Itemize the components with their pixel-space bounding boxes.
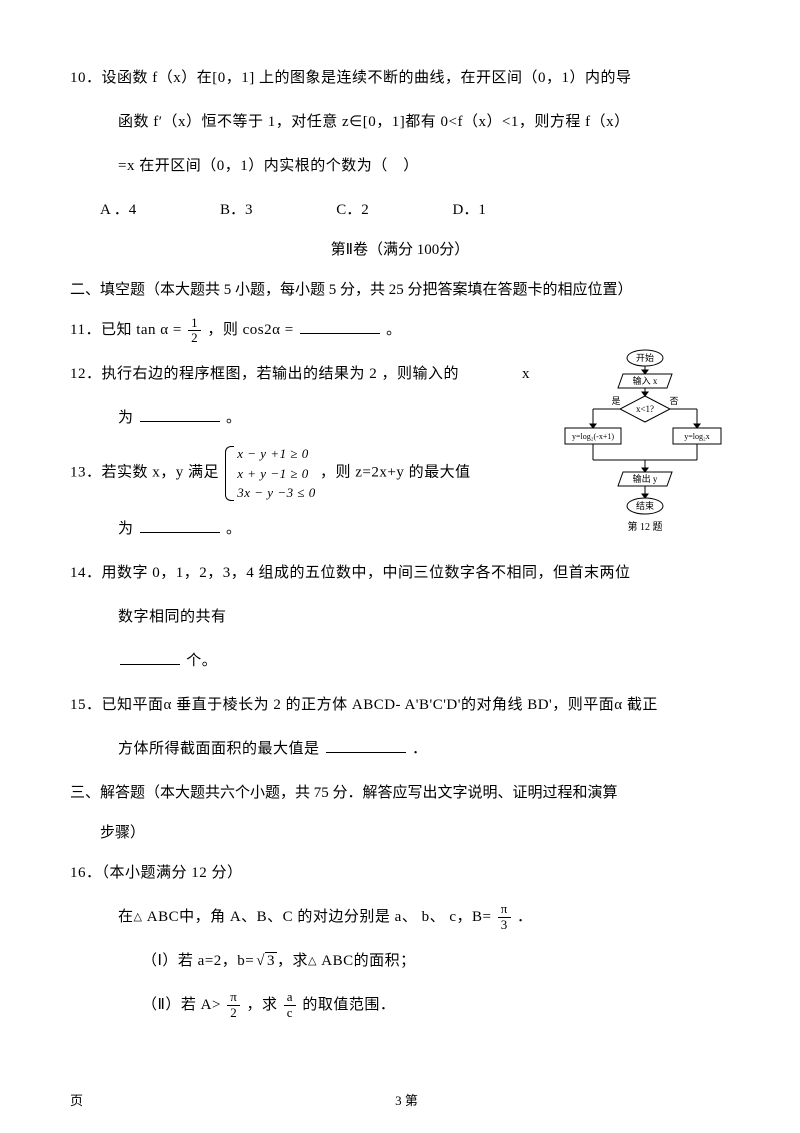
q10-num: 10． — [70, 70, 102, 86]
q13-pre: 13．若实数 x，y 满足 — [70, 465, 219, 481]
q16-p1-post: ABC的面积； — [317, 953, 416, 969]
q10-l3: =x 在开区间（0，1）内实根的个数为（ ） — [70, 148, 730, 184]
q12-l1: 12．执行右边的程序框图，若输出的结果为 2 ，则输入的 — [70, 366, 459, 382]
frac-den: 3 — [498, 918, 511, 932]
q13-mid: ，则 z=2x+y 的最大值 — [320, 465, 471, 481]
q15-l2-post: ． — [412, 741, 428, 757]
flowchart-svg: 开始 输入 x x<1? 是 否 y=log₂(-x+1) — [560, 348, 730, 543]
q16-l1-mid: ABC中，角 A、B、C 的对边分别是 a、 b、 c，B= — [142, 909, 491, 925]
q10-l2: 函数 f′（x）恒不等于 1，对任意 z∈[0，1]都有 0<f（x）<1，则方… — [70, 104, 730, 140]
frac-num: 1 — [188, 316, 201, 331]
q15-l1: 15．已知平面α 垂直于棱长为 2 的正方体 ABCD- A'B'C'D'的对角… — [70, 687, 730, 723]
q10-l1: 设函数 f（x）在[0，1] 上的图象是连续不断的曲线，在开区间（0，1）内的导 — [102, 70, 632, 86]
q16-p2-frac2: a c — [284, 990, 296, 1020]
section3-head2: 步骤） — [70, 815, 730, 851]
q15-blank — [326, 738, 406, 753]
footer-left: 页 — [70, 1090, 83, 1109]
q13-sys-2: 3x − y −3 ≤ 0 — [237, 485, 315, 500]
q12-l2-post: 。 — [226, 410, 242, 426]
q16-p2-frac1: π 2 — [227, 990, 240, 1020]
frac-num: π — [498, 902, 511, 917]
fc-input: 输入 x — [633, 375, 658, 386]
q13-l2-pre: 为 — [118, 521, 134, 537]
q14-l1: 14．用数字 0，1，2，3，4 组成的五位数中，中间三位数字各不相同，但首末两… — [70, 555, 730, 591]
q10: 10．设函数 f（x）在[0，1] 上的图象是连续不断的曲线，在开区间（0，1）… — [70, 60, 730, 96]
page-footer: 页 3 第 — [70, 1090, 730, 1109]
page-container: 10．设函数 f（x）在[0，1] 上的图象是连续不断的曲线，在开区间（0，1）… — [0, 0, 800, 1133]
q14-l3-post: 个。 — [186, 653, 217, 669]
fc-output: 输出 y — [633, 473, 658, 484]
q16-p1-pre: （Ⅰ）若 a=2，b= — [142, 953, 254, 969]
frac-den: 2 — [188, 331, 201, 345]
q16-p2-mid: ，求 — [247, 997, 278, 1013]
q16-p2-post: 的取值范围． — [302, 997, 395, 1013]
q10-opt-d: D．1 — [453, 192, 486, 228]
footer-right: 第 — [405, 1093, 418, 1108]
q16-p2-pre: （Ⅱ）若 A> — [142, 997, 221, 1013]
q16-head: 16．（本小题满分 12 分） — [70, 855, 730, 891]
fc-no: 否 — [669, 396, 678, 406]
q10-opts: A ．4 B．3 C．2 D．1 — [70, 192, 730, 228]
fc-end: 结束 — [636, 500, 654, 511]
fc-yes: 是 — [611, 396, 620, 406]
q11-mid: ，则 cos2α = — [207, 322, 293, 338]
q16-l1-frac: π 3 — [498, 902, 511, 932]
fc-left: y=log₂(-x+1) — [572, 432, 614, 441]
q13-sys: x − y +1 ≥ 0 x + y −1 ≥ 0 3x − y −3 ≤ 0 — [223, 444, 315, 503]
q11-blank — [300, 319, 380, 334]
q10-opt-c: C．2 — [336, 192, 369, 228]
q15-l2: 方体所得截面面积的最大值是 ． — [70, 731, 730, 767]
sqrt-val: 3 — [265, 952, 277, 969]
q16-l1: 在△ ABC中，角 A、B、C 的对边分别是 a、 b、 c，B= π 3 ． — [70, 899, 730, 935]
frac-num: π — [227, 990, 240, 1005]
section2-head: 二、填空题（本大题共 5 小题，每小题 5 分，共 25 分把答案填在答题卡的相… — [70, 272, 730, 308]
triangle-icon: △ — [308, 955, 317, 967]
sqrt-icon: √3 — [254, 943, 277, 979]
section3-head: 三、解答题（本大题共六个小题，共 75 分．解答应写出文字说明、证明过程和演算 — [70, 775, 730, 811]
q11-pre: 11．已知 tan α = — [70, 322, 182, 338]
q13-l2-post: 。 — [226, 521, 242, 537]
frac-den: c — [284, 1006, 296, 1020]
fc-cond: x<1? — [636, 404, 654, 414]
q10-opt-a: A ．4 — [100, 192, 136, 228]
flowchart: 开始 输入 x x<1? 是 否 y=log₂(-x+1) — [560, 348, 730, 543]
fc-start: 开始 — [636, 352, 654, 363]
q12-l2-pre: 为 — [118, 410, 134, 426]
frac-den: 2 — [227, 1006, 240, 1020]
q11-post: 。 — [386, 322, 402, 338]
q16-p1-mid: ，求 — [277, 953, 308, 969]
q16-p2: （Ⅱ）若 A> π 2 ，求 a c 的取值范围． — [70, 987, 730, 1023]
q13-sys-1: x + y −1 ≥ 0 — [237, 466, 308, 481]
q16-p1: （Ⅰ）若 a=2，b=√3，求△ ABC的面积； — [70, 943, 730, 979]
q14-l3: 个。 — [70, 643, 730, 679]
q13-sys-0: x − y +1 ≥ 0 — [237, 446, 308, 461]
q11: 11．已知 tan α = 1 2 ，则 cos2α = 。 — [70, 312, 730, 348]
q16-l1-post: ． — [517, 909, 533, 925]
q13-blank — [140, 518, 220, 533]
q15-l2-pre: 方体所得截面面积的最大值是 — [118, 741, 320, 757]
section2-title: 第Ⅱ卷（满分 100分） — [70, 232, 730, 268]
q14-l2: 数字相同的共有 — [70, 599, 730, 635]
q11-frac: 1 2 — [188, 316, 201, 346]
frac-num: a — [284, 990, 296, 1005]
q12-blank — [140, 407, 220, 422]
q10-opt-b: B．3 — [220, 192, 253, 228]
q14-blank — [120, 650, 180, 665]
q12-l1-tail: x — [522, 356, 530, 392]
fc-right: y=log₂x — [684, 432, 710, 441]
footer-center: 3 — [395, 1093, 402, 1108]
q16-l1-pre: 在 — [118, 909, 134, 925]
fc-caption: 第 12 题 — [628, 520, 663, 533]
